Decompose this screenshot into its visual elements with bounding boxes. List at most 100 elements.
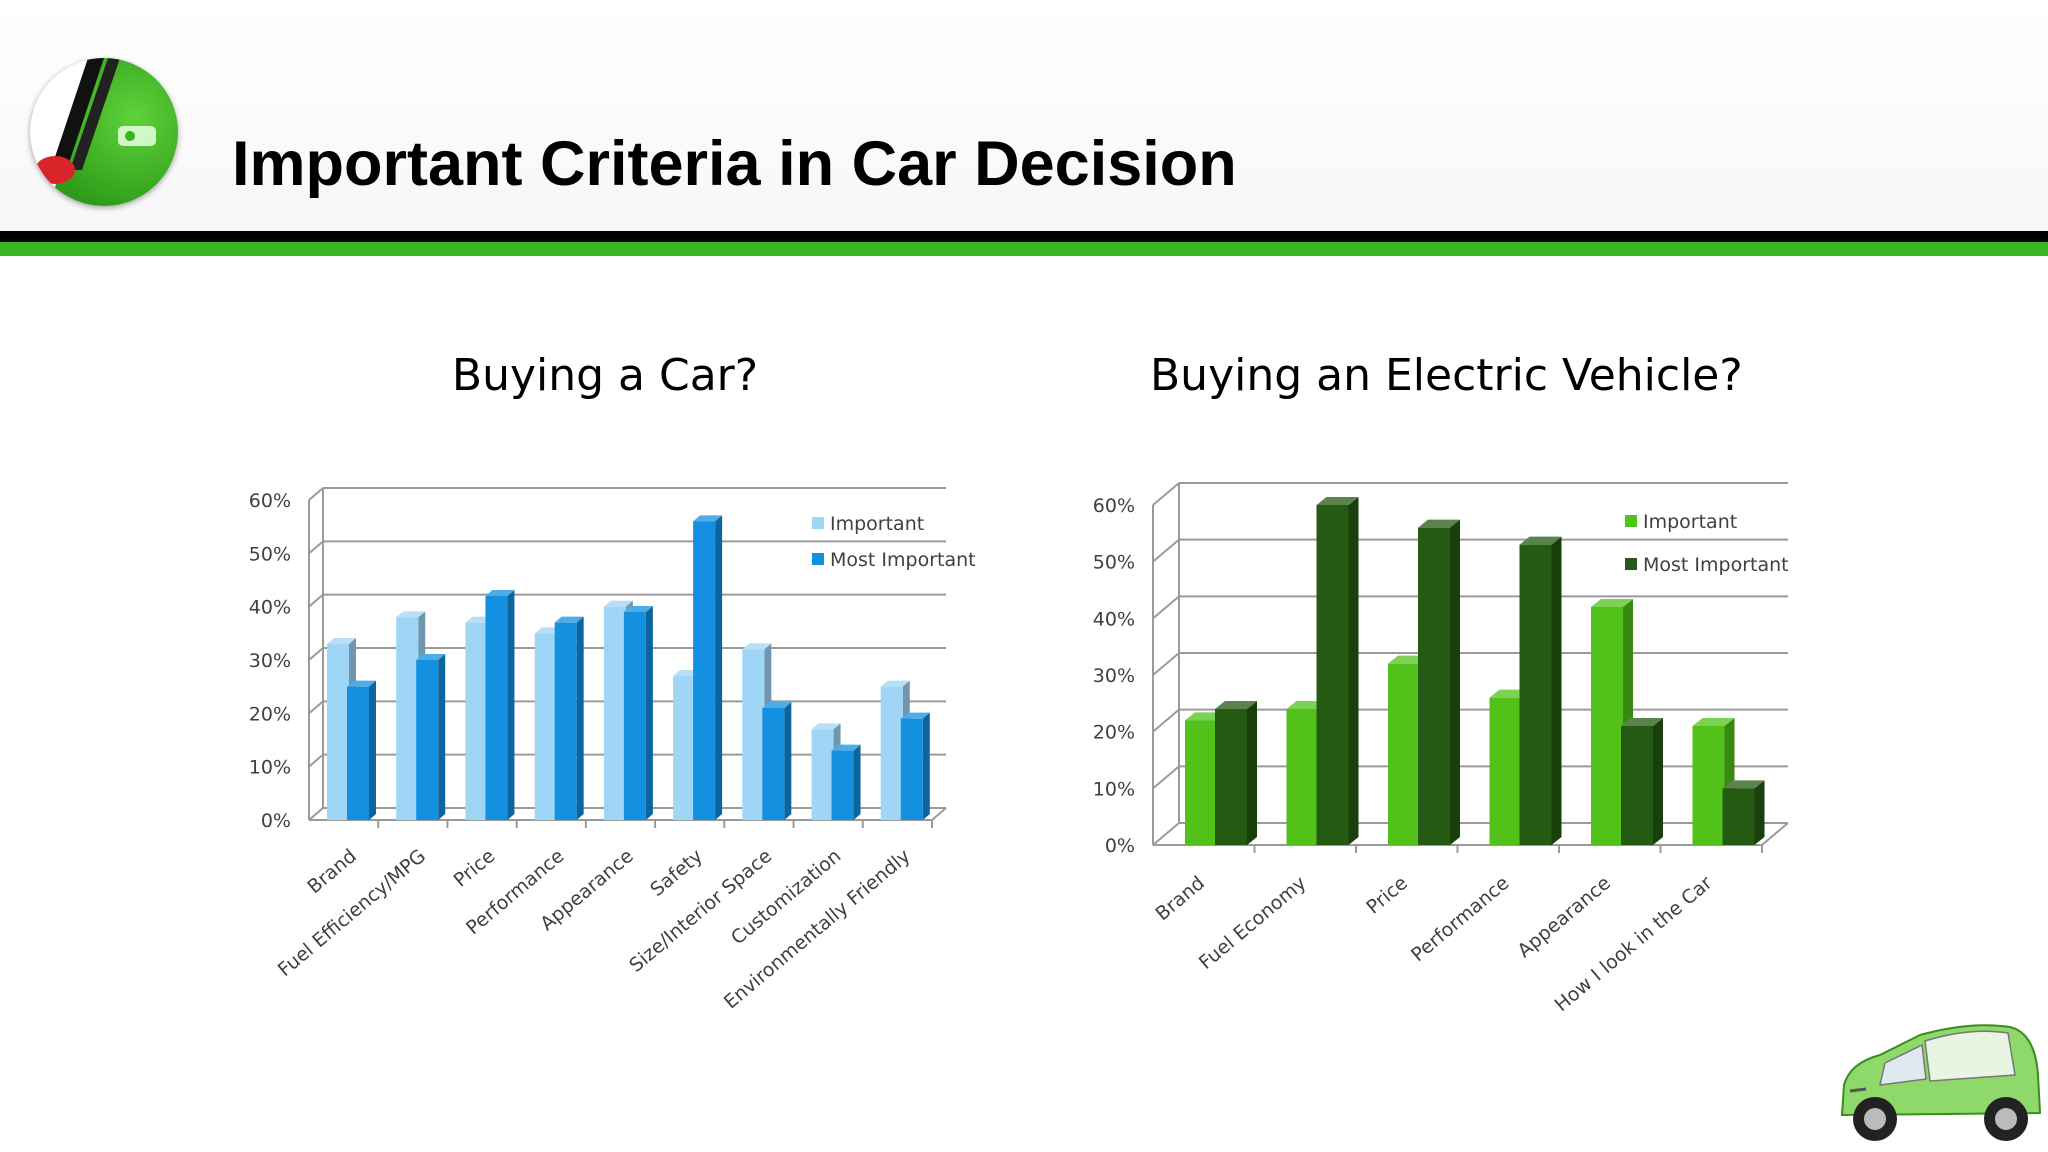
bar-front	[1692, 726, 1725, 845]
legend-label: Important	[1643, 511, 1737, 533]
bar-most-important	[1418, 519, 1460, 845]
bar-front	[1185, 720, 1217, 845]
y-tick-label: 10%	[249, 757, 291, 779]
bar-front	[347, 686, 369, 820]
bar-front	[1215, 709, 1247, 845]
legend-label: Most Important	[830, 549, 976, 571]
bar-top	[1215, 701, 1257, 709]
x-category-label: Brand	[1151, 872, 1208, 925]
bar-most-important	[1215, 701, 1257, 845]
legend-swatch	[1625, 558, 1637, 570]
y-tick-label: 20%	[1093, 722, 1135, 744]
x-category-label: Fuel Economy	[1195, 872, 1311, 974]
gridline-side	[1152, 765, 1180, 790]
bar-important	[1591, 599, 1633, 845]
gridline-side	[1152, 595, 1180, 620]
bar-most-important	[416, 654, 446, 820]
gridline-side	[1152, 482, 1180, 506]
bar-top	[1591, 599, 1633, 607]
bar-front	[1489, 697, 1522, 845]
bar-side	[853, 744, 861, 820]
bar-front	[693, 521, 716, 820]
bar-front	[1519, 544, 1552, 845]
y-tick-label: 60%	[249, 490, 291, 512]
bar-front	[1418, 527, 1450, 845]
gridline-side	[1152, 708, 1180, 733]
y-tick-label: 0%	[1105, 835, 1135, 857]
bar-top	[1418, 519, 1460, 528]
bar-top	[742, 643, 772, 650]
gridline-side	[1152, 822, 1180, 846]
bar-front	[396, 617, 419, 820]
y-tick-label: 30%	[249, 650, 291, 672]
bar-top	[347, 680, 376, 687]
chart2-legend: Important Most Important	[1625, 511, 1789, 576]
x-category-label: Performance	[1407, 872, 1513, 966]
bar-front	[623, 612, 646, 820]
y-tick-label: 30%	[1093, 665, 1135, 687]
bar-top	[1722, 780, 1765, 789]
bar-top	[485, 590, 515, 596]
gridline-side	[308, 647, 324, 661]
bar-front	[762, 708, 785, 820]
bar-side	[1754, 780, 1765, 845]
header-rule-green	[0, 242, 2048, 256]
x-category-label: Appearance	[1513, 872, 1615, 962]
header-band	[0, 0, 2048, 232]
bar-front	[534, 633, 557, 820]
bar-most-important	[1722, 780, 1765, 845]
gridline-side	[308, 487, 324, 501]
bar-side	[369, 680, 376, 820]
bar-top	[396, 611, 426, 618]
x-axis-side	[1761, 822, 1789, 846]
y-tick-label: 10%	[1093, 778, 1135, 800]
bar-top	[1316, 497, 1359, 505]
bar-top	[623, 606, 653, 612]
x-axis-side	[931, 807, 947, 821]
chart1-legend: Important Most Important	[812, 513, 976, 571]
header-rule-black	[0, 231, 2048, 242]
bar-front	[465, 622, 488, 820]
bar-top	[762, 702, 792, 708]
bar-front	[1316, 505, 1349, 845]
bar-front	[1591, 607, 1623, 845]
bar-most-important	[1316, 497, 1359, 845]
bar-top	[831, 744, 861, 751]
bar-side	[438, 654, 446, 820]
bar-most-important	[623, 606, 653, 820]
bar-important	[1692, 718, 1735, 845]
bar-front	[1286, 709, 1319, 845]
bar-front	[1388, 663, 1420, 845]
bar-top	[900, 712, 930, 719]
gridline-side	[1152, 538, 1180, 563]
gridline-side	[308, 700, 324, 715]
bar-most-important	[1519, 536, 1562, 845]
bar-side	[1348, 497, 1359, 845]
bar-most-important	[347, 680, 376, 820]
bar-top	[1621, 718, 1663, 726]
gridline-side	[308, 540, 324, 555]
bar-side	[507, 590, 515, 820]
legend-label: Most Important	[1643, 554, 1789, 576]
bar-most-important	[1621, 718, 1663, 845]
bar-most-important	[900, 712, 930, 820]
bar-front	[831, 750, 854, 820]
gridline-side	[1152, 652, 1180, 676]
y-tick-label: 20%	[249, 703, 291, 725]
bar-front	[811, 729, 834, 820]
gridline-side	[308, 593, 324, 608]
y-tick-label: 50%	[1093, 552, 1135, 574]
bar-side	[576, 616, 584, 820]
y-tick-label: 0%	[261, 810, 291, 832]
bar-top	[1519, 536, 1562, 545]
y-tick-label: 60%	[1093, 495, 1135, 517]
bar-top	[693, 515, 723, 522]
bar-side	[1551, 536, 1562, 845]
bar-front	[1722, 788, 1755, 845]
bar-top	[1692, 718, 1735, 726]
bar-most-important	[693, 515, 723, 820]
bar-side	[922, 712, 930, 820]
gridline-side	[308, 807, 324, 821]
